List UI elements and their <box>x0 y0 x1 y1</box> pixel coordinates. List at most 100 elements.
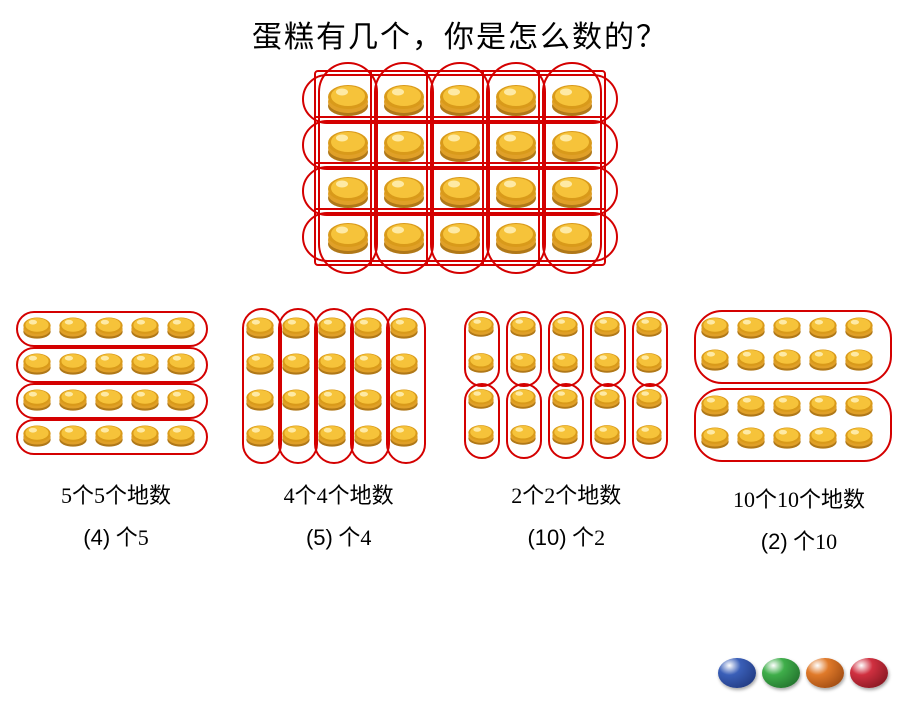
cake-icon <box>94 386 124 412</box>
cake-icon <box>635 350 663 374</box>
main-cake-grid <box>300 64 620 272</box>
cake-icon <box>550 218 594 256</box>
cake-icon <box>326 218 370 256</box>
nav-stones <box>718 658 888 688</box>
method-area <box>461 308 671 464</box>
cake-icon <box>22 386 52 412</box>
cake-icon <box>772 424 802 450</box>
cake-icon <box>281 386 311 412</box>
cake-icon <box>58 386 88 412</box>
cake-icon <box>130 350 160 376</box>
cake-icon <box>94 314 124 340</box>
cake-icon <box>551 422 579 446</box>
cake-icon <box>438 80 482 118</box>
cake-icon <box>593 350 621 374</box>
cake-icon <box>130 422 160 448</box>
cake-icon <box>551 314 579 338</box>
cake-icon <box>317 386 347 412</box>
cake-icon <box>22 422 52 448</box>
cake-icon <box>772 392 802 418</box>
cake-icon <box>700 392 730 418</box>
method-by2: 2个2个地数 (10) 个2 <box>461 308 671 556</box>
cake-icon <box>326 172 370 210</box>
method-count: (10) 个2 <box>527 520 605 552</box>
method-by4: 4个4个地数(5) 个4 <box>239 308 439 556</box>
cake-icon <box>467 386 495 410</box>
cake-icon <box>438 126 482 164</box>
cake-icon <box>736 314 766 340</box>
cake-icon <box>494 172 538 210</box>
cake-icon <box>593 422 621 446</box>
method-label: 5个5个地数 <box>61 478 171 510</box>
cake-icon <box>382 126 426 164</box>
method-label: 2个2个地数 <box>511 478 621 510</box>
cake-icon <box>772 314 802 340</box>
cake-icon <box>509 314 537 338</box>
method-count: (2) 个10 <box>761 524 837 556</box>
cake-icon <box>700 346 730 372</box>
cake-icon <box>245 314 275 340</box>
cake-icon <box>736 392 766 418</box>
cake-icon <box>438 172 482 210</box>
cake-icon <box>317 350 347 376</box>
cake-icon <box>281 422 311 448</box>
cake-icon <box>22 314 52 340</box>
method-by10: 10个10个地数 (2) 个10 <box>694 308 904 556</box>
cake-icon <box>772 346 802 372</box>
cake-icon <box>22 350 52 376</box>
cake-icon <box>353 422 383 448</box>
cake-icon <box>438 218 482 256</box>
cake-icon <box>353 350 383 376</box>
cake-icon <box>844 346 874 372</box>
cake-icon <box>58 422 88 448</box>
cake-icon <box>551 350 579 374</box>
method-label: 10个10个地数 <box>733 482 865 514</box>
nav-stone-icon[interactable] <box>718 658 756 688</box>
cake-icon <box>509 386 537 410</box>
cake-icon <box>494 218 538 256</box>
cake-icon <box>550 80 594 118</box>
cake-icon <box>494 126 538 164</box>
cake-icon <box>317 314 347 340</box>
cake-icon <box>389 350 419 376</box>
cake-icon <box>94 422 124 448</box>
cake-icon <box>353 386 383 412</box>
cake-icon <box>130 314 160 340</box>
cake-icon <box>593 386 621 410</box>
cake-icon <box>389 314 419 340</box>
cake-icon <box>389 386 419 412</box>
cake-icon <box>700 424 730 450</box>
method-area <box>239 308 439 464</box>
cake-icon <box>326 80 370 118</box>
cake-icon <box>467 314 495 338</box>
cake-icon <box>166 314 196 340</box>
cake-icon <box>635 386 663 410</box>
cake-icon <box>245 350 275 376</box>
method-count: (4) 个5 <box>83 520 148 552</box>
cake-icon <box>353 314 383 340</box>
cake-icon <box>808 392 838 418</box>
cake-icon <box>467 350 495 374</box>
cake-icon <box>844 424 874 450</box>
cake-icon <box>389 422 419 448</box>
nav-stone-icon[interactable] <box>850 658 888 688</box>
cake-icon <box>700 314 730 340</box>
cake-icon <box>382 172 426 210</box>
cake-icon <box>808 346 838 372</box>
cake-icon <box>550 172 594 210</box>
cake-icon <box>808 424 838 450</box>
cake-icon <box>317 422 347 448</box>
cake-icon <box>58 314 88 340</box>
page-title: 蛋糕有几个，你是怎么数的？ <box>0 12 920 56</box>
nav-stone-icon[interactable] <box>806 658 844 688</box>
cake-icon <box>808 314 838 340</box>
method-area <box>694 308 904 468</box>
cake-icon <box>635 314 663 338</box>
cake-icon <box>326 126 370 164</box>
method-area <box>16 308 216 464</box>
cake-icon <box>382 80 426 118</box>
cake-icon <box>635 422 663 446</box>
nav-stone-icon[interactable] <box>762 658 800 688</box>
cake-icon <box>245 386 275 412</box>
cake-icon <box>281 350 311 376</box>
